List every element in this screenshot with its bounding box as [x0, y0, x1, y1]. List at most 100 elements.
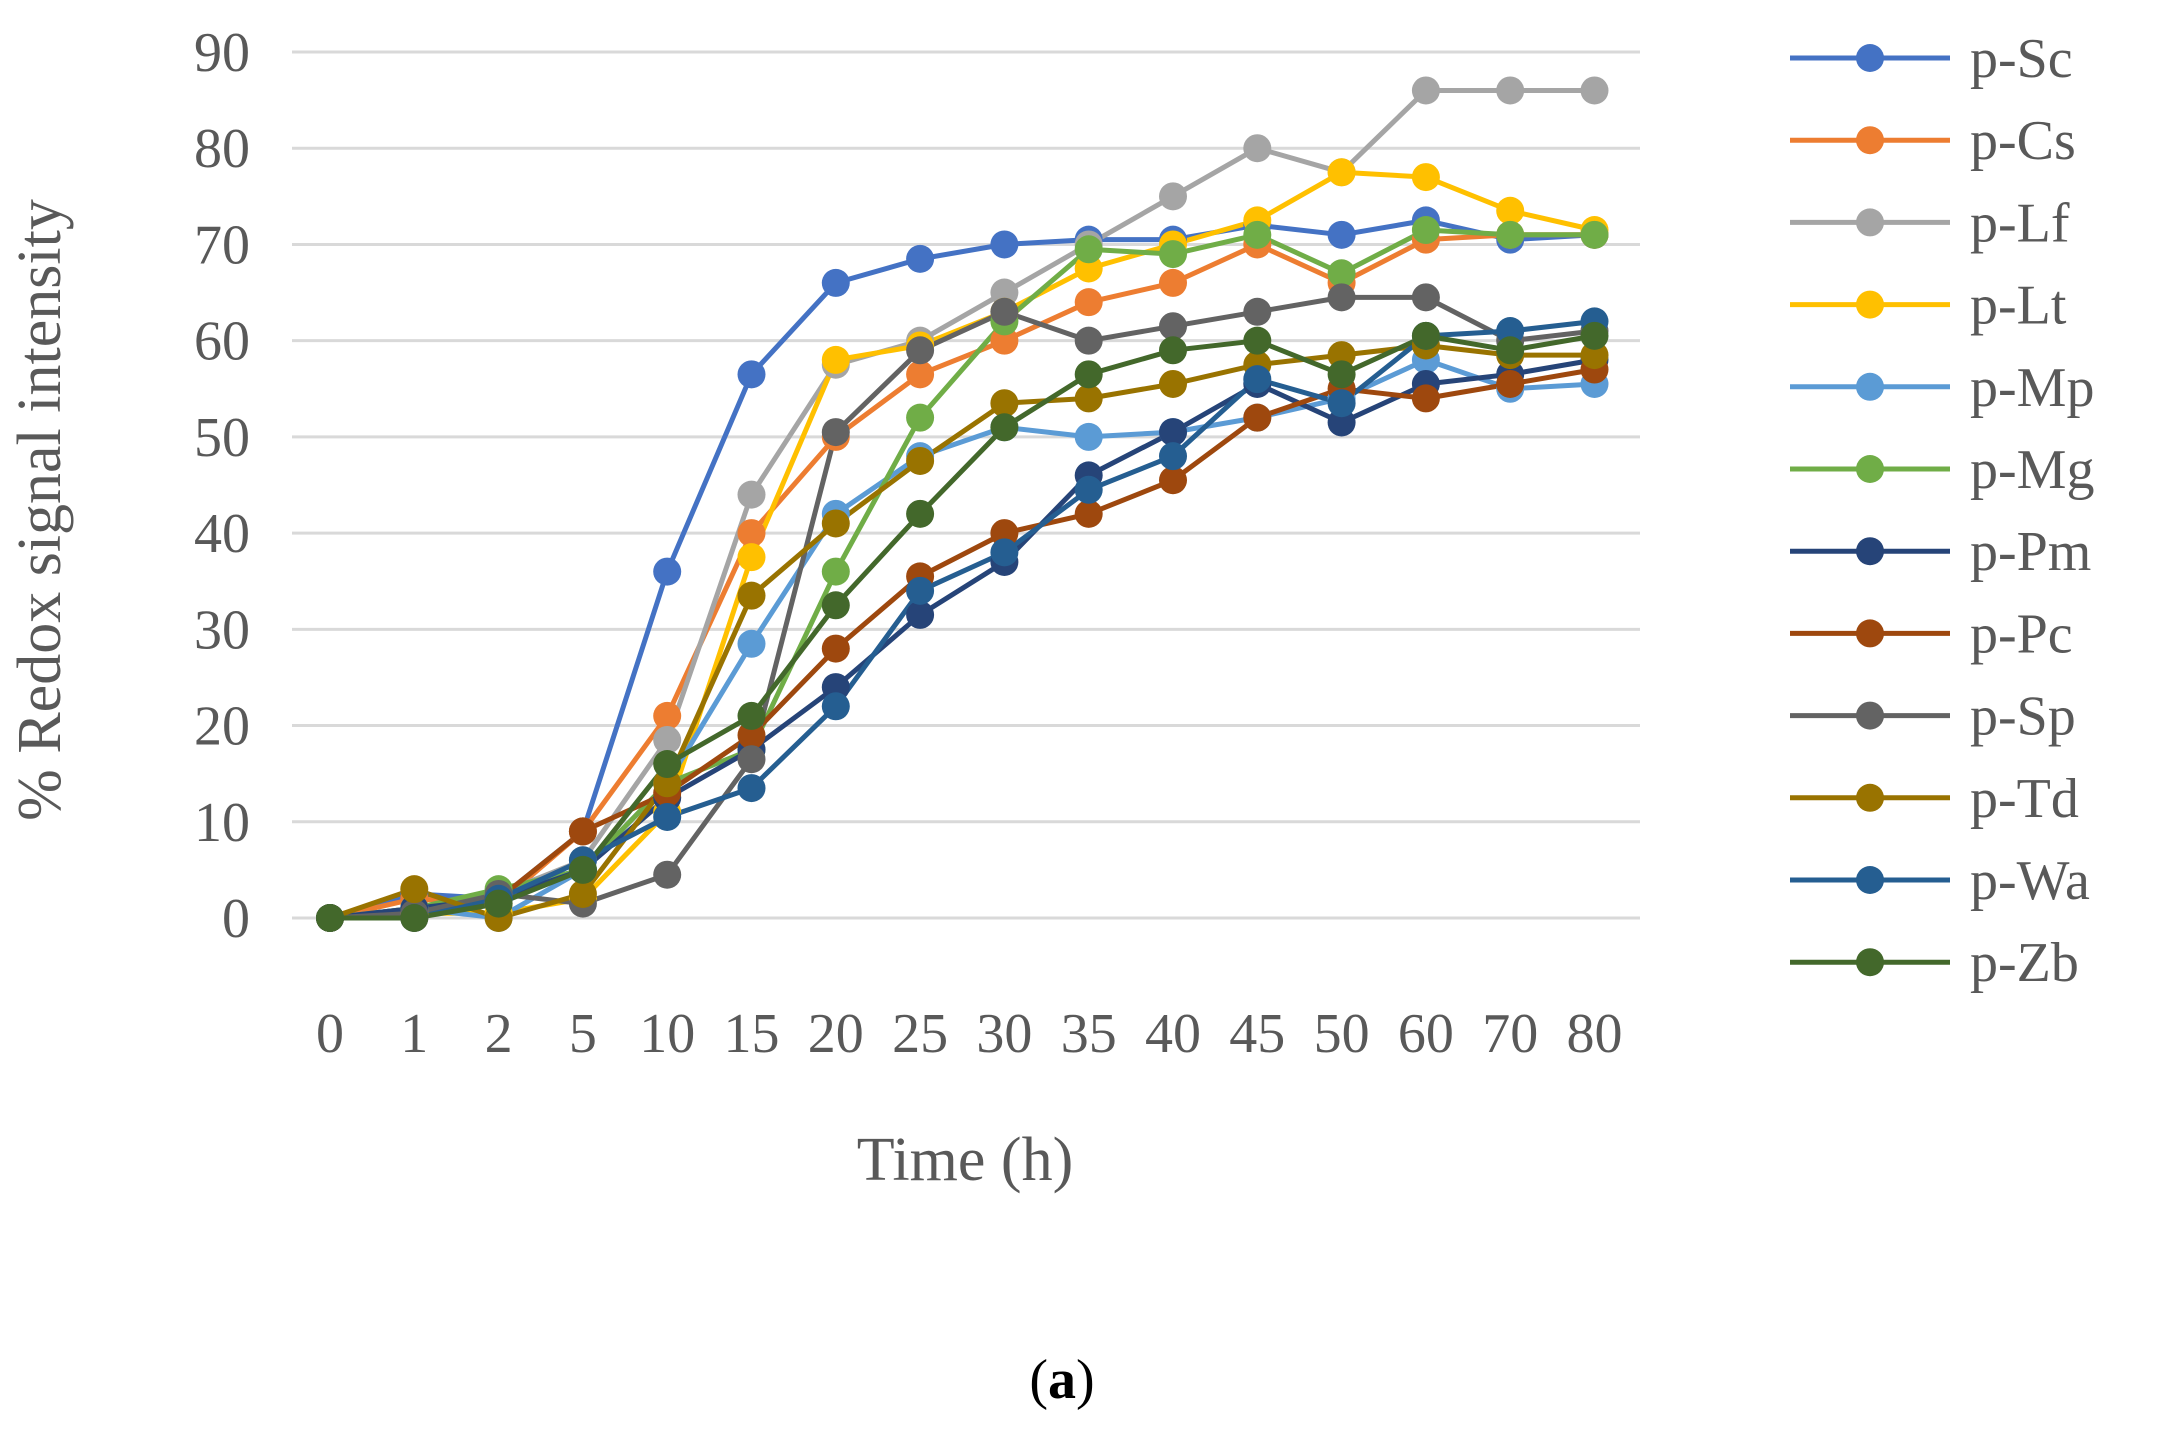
- y-tick-label-70: 70: [194, 214, 250, 276]
- point-p-lt-35h: [1074, 254, 1103, 283]
- legend-label-p-lf: p-Lf: [1970, 192, 2070, 254]
- point-p-zb-30h: [990, 413, 1019, 442]
- point-p-td-50h: [1327, 341, 1356, 370]
- point-p-td-10h: [653, 769, 682, 798]
- point-p-sp-50h: [1327, 283, 1356, 312]
- legend-swatch-marker-p-td: [1856, 783, 1884, 812]
- point-p-pc-60h: [1411, 384, 1440, 413]
- x-tick-label-45: 45: [1229, 1003, 1285, 1065]
- point-p-zb-0h: [316, 904, 344, 932]
- point-p-td-40h: [1159, 369, 1187, 398]
- point-p-zb-2h: [484, 889, 513, 918]
- point-p-td-25h: [906, 446, 935, 475]
- legend-entry-p-lt: p-Lt: [1790, 275, 2067, 337]
- legend-entry-p-pm: p-Pm: [1790, 521, 2091, 583]
- point-p-wa-35h: [1074, 475, 1103, 504]
- series-line-p-pc: [330, 367, 1595, 921]
- y-tick-label-60: 60: [194, 311, 250, 373]
- x-tick-label-20: 20: [808, 1003, 864, 1065]
- x-tick-label-30: 30: [976, 1003, 1032, 1065]
- gridlines: [292, 50, 1640, 920]
- x-tick-label-60: 60: [1398, 1003, 1454, 1065]
- legend-swatch-marker-p-wa: [1856, 866, 1884, 894]
- point-p-lt-20h: [821, 345, 850, 374]
- x-tick-label-2: 2: [485, 1003, 513, 1065]
- legend-label-p-sc: p-Sc: [1970, 28, 2073, 90]
- point-p-td-15h: [737, 581, 766, 610]
- point-p-sp-45h: [1243, 297, 1272, 326]
- legend-swatch-marker-p-zb: [1856, 948, 1884, 977]
- point-p-wa-25h: [906, 576, 935, 605]
- point-p-mg-80h: [1580, 220, 1609, 249]
- legend-label-p-mp: p-Mp: [1970, 357, 2094, 419]
- legend-label-p-lt: p-Lt: [1970, 275, 2067, 337]
- x-tick-label-80: 80: [1567, 1003, 1623, 1065]
- point-p-pm-25h: [906, 600, 935, 629]
- point-p-td-30h: [990, 389, 1019, 418]
- legend-swatch-marker-p-mg: [1856, 455, 1884, 483]
- point-p-pm-50h: [1327, 408, 1356, 437]
- point-p-td-35h: [1074, 384, 1103, 413]
- legend-entry-p-cs: p-Cs: [1790, 110, 2076, 172]
- point-p-pm-40h: [1159, 418, 1187, 447]
- legend-swatch-marker-p-lt: [1856, 290, 1884, 319]
- y-axis-tick-labels: 0 10 20 30 40 50 60 70 80 90: [194, 22, 250, 950]
- y-axis-title: % Redox signal intensity: [6, 199, 74, 821]
- point-p-sp-40h: [1159, 312, 1187, 341]
- x-tick-label-5: 5: [569, 1003, 597, 1065]
- point-p-cs-30h: [990, 326, 1019, 355]
- series-points-p-lt: [316, 158, 1609, 932]
- series-lines: [329, 88, 1596, 921]
- point-p-zb-80h: [1580, 321, 1609, 350]
- point-p-mg-40h: [1159, 240, 1187, 269]
- point-p-sp-60h: [1411, 283, 1440, 312]
- point-p-pm-20h: [821, 673, 850, 702]
- series-points-p-lf: [316, 76, 1609, 932]
- x-axis-tick-labels: 0 1 2 5 10 15 20 25 30 35 40 45 50 60 70 80: [316, 1003, 1623, 1065]
- point-p-lt-60h: [1411, 163, 1440, 192]
- point-p-sc-15h: [737, 360, 766, 389]
- point-p-td-80h: [1580, 341, 1609, 370]
- point-p-lf-30h: [990, 278, 1019, 307]
- legend-entry-p-mg: p-Mg: [1790, 439, 2094, 501]
- point-p-mg-25h: [906, 403, 935, 432]
- point-p-zb-5h: [568, 855, 597, 884]
- caption-open-paren: (: [1029, 1349, 1048, 1411]
- point-p-pc-35h: [1074, 499, 1103, 528]
- series-line-p-sp: [329, 294, 1595, 921]
- point-p-cs-10h: [653, 701, 682, 730]
- legend-label-p-pc: p-Pc: [1970, 603, 2073, 665]
- point-p-mp-15h: [737, 629, 766, 658]
- legend-label-p-sp: p-Sp: [1970, 686, 2076, 748]
- point-p-sc-25h: [906, 244, 935, 273]
- point-p-sc-30h: [990, 230, 1019, 259]
- point-p-lt-15h: [737, 543, 766, 572]
- point-p-lf-40h: [1159, 182, 1187, 211]
- point-p-wa-40h: [1159, 442, 1187, 471]
- x-tick-label-50: 50: [1314, 1003, 1370, 1065]
- point-p-lt-70h: [1496, 196, 1525, 225]
- y-tick-label-50: 50: [194, 407, 250, 469]
- point-p-wa-10h: [653, 802, 682, 831]
- legend-swatch-marker-p-mp: [1856, 372, 1884, 401]
- point-p-zb-25h: [906, 499, 935, 528]
- legend-label-p-mg: p-Mg: [1970, 439, 2094, 501]
- legend-entry-p-zb: p-Zb: [1790, 932, 2079, 994]
- point-p-cs-40h: [1159, 268, 1187, 297]
- point-p-pc-30h: [990, 519, 1019, 548]
- figure-caption: (a): [1029, 1349, 1094, 1411]
- point-p-pc-45h: [1243, 403, 1272, 432]
- legend-swatch-marker-p-sc: [1856, 44, 1884, 72]
- point-p-mg-45h: [1243, 220, 1272, 249]
- point-p-zb-20h: [821, 591, 850, 620]
- legend-swatch-marker-p-pc: [1856, 619, 1884, 648]
- series-line-p-wa: [330, 318, 1595, 921]
- x-tick-label-35: 35: [1061, 1003, 1117, 1065]
- series-line-p-td: [329, 343, 1595, 921]
- point-p-zb-40h: [1159, 336, 1187, 365]
- point-p-td-5h: [568, 879, 597, 908]
- legend-label-p-cs: p-Cs: [1970, 110, 2076, 172]
- caption-close-paren: ): [1076, 1349, 1095, 1411]
- x-tick-label-70: 70: [1482, 1003, 1538, 1065]
